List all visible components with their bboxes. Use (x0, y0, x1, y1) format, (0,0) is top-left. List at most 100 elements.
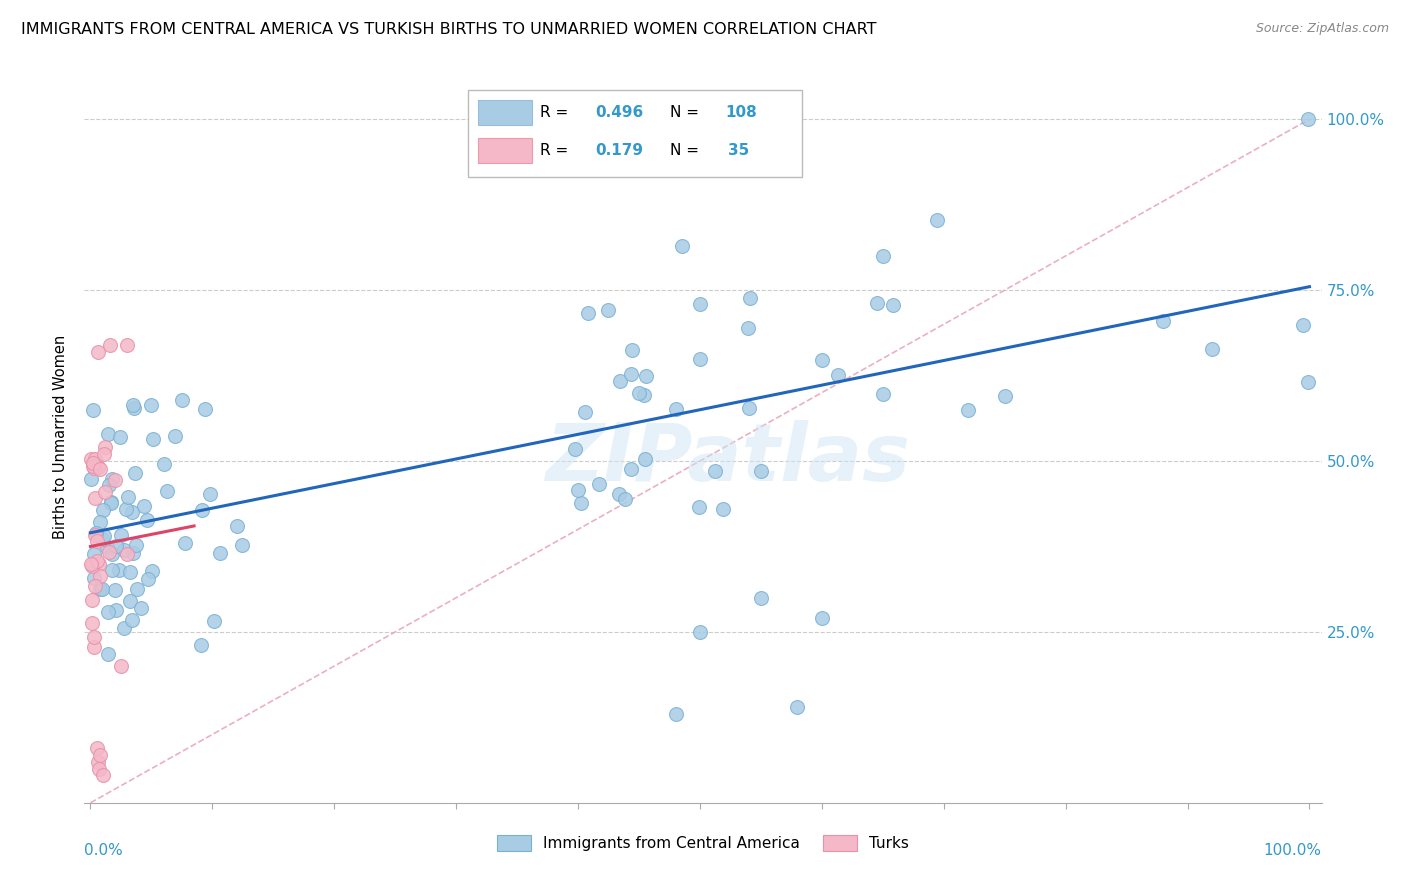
Immigrants from Central America (121, 614, 143, 628)
Immigrants from Central America (155, 484, 177, 499)
Turks (82, 456, 104, 470)
Immigrants from Central America (689, 624, 711, 639)
Immigrants from Central America (927, 213, 949, 227)
Turks (84, 528, 107, 542)
Turks (86, 554, 108, 568)
Immigrants from Central America (567, 483, 589, 497)
Immigrants from Central America (576, 305, 599, 319)
Immigrants from Central America (202, 614, 225, 628)
Immigrants from Central America (882, 298, 904, 312)
Turks (87, 344, 110, 359)
Immigrants from Central America (83, 547, 105, 561)
Turks (87, 459, 110, 474)
Immigrants from Central America (90, 532, 112, 546)
Legend: Immigrants from Central America, Turks: Immigrants from Central America, Turks (491, 829, 915, 857)
Immigrants from Central America (711, 502, 734, 516)
Turks (115, 338, 138, 352)
Immigrants from Central America (91, 582, 114, 596)
Immigrants from Central America (634, 452, 657, 467)
Immigrants from Central America (80, 472, 103, 486)
Immigrants from Central America (141, 565, 163, 579)
Immigrants from Central America (827, 368, 849, 382)
Immigrants from Central America (866, 296, 889, 310)
Immigrants from Central America (1292, 318, 1315, 332)
Immigrants from Central America (112, 543, 135, 558)
Immigrants from Central America (108, 430, 131, 444)
Immigrants from Central America (101, 547, 124, 561)
Immigrants from Central America (786, 700, 808, 714)
Immigrants from Central America (1296, 376, 1319, 390)
Text: 0.0%: 0.0% (84, 843, 124, 858)
Turks (84, 579, 107, 593)
Immigrants from Central America (994, 389, 1017, 403)
Turks (80, 558, 103, 573)
Immigrants from Central America (704, 465, 727, 479)
Immigrants from Central America (194, 402, 217, 417)
Immigrants from Central America (609, 374, 631, 388)
Immigrants from Central America (664, 706, 686, 721)
Immigrants from Central America (689, 352, 711, 367)
Immigrants from Central America (115, 502, 138, 516)
Immigrants from Central America (129, 600, 152, 615)
Text: R =: R = (540, 105, 572, 120)
Immigrants from Central America (636, 369, 658, 384)
Immigrants from Central America (190, 638, 212, 652)
Turks (89, 462, 111, 476)
Turks (80, 593, 103, 607)
Immigrants from Central America (89, 582, 111, 596)
Immigrants from Central America (872, 249, 894, 263)
Immigrants from Central America (97, 606, 120, 620)
Immigrants from Central America (613, 492, 636, 507)
Immigrants from Central America (749, 464, 772, 478)
FancyBboxPatch shape (468, 90, 801, 178)
Immigrants from Central America (122, 546, 145, 560)
FancyBboxPatch shape (478, 138, 533, 163)
Immigrants from Central America (108, 563, 131, 577)
Immigrants from Central America (104, 539, 127, 553)
Turks (86, 741, 108, 756)
Immigrants from Central America (97, 427, 120, 442)
Immigrants from Central America (101, 472, 124, 486)
Immigrants from Central America (110, 527, 132, 541)
Immigrants from Central America (174, 535, 197, 549)
Immigrants from Central America (620, 462, 643, 476)
Turks (83, 451, 105, 466)
Immigrants from Central America (89, 515, 111, 529)
Turks (83, 640, 105, 655)
Text: 0.179: 0.179 (595, 143, 644, 158)
Turks (115, 547, 138, 561)
Text: 35: 35 (728, 143, 749, 158)
Immigrants from Central America (737, 401, 759, 415)
Immigrants from Central America (811, 611, 834, 625)
Immigrants from Central America (122, 399, 145, 413)
Turks (98, 338, 121, 352)
Immigrants from Central America (957, 402, 980, 417)
Immigrants from Central America (620, 367, 643, 381)
Y-axis label: Births to Unmarried Women: Births to Unmarried Women (53, 335, 69, 539)
Turks (104, 473, 127, 487)
Text: N =: N = (669, 143, 703, 158)
Immigrants from Central America (117, 490, 139, 504)
Turks (87, 755, 110, 769)
Immigrants from Central America (93, 529, 115, 543)
Immigrants from Central America (153, 457, 176, 471)
Immigrants from Central America (872, 387, 894, 401)
Immigrants from Central America (100, 563, 122, 577)
Immigrants from Central America (139, 398, 162, 412)
Immigrants from Central America (1296, 112, 1319, 127)
Immigrants from Central America (124, 401, 146, 416)
Immigrants from Central America (688, 500, 710, 514)
Immigrants from Central America (124, 466, 146, 480)
Immigrants from Central America (190, 502, 212, 516)
Turks (89, 569, 111, 583)
Text: R =: R = (540, 143, 572, 158)
Immigrants from Central America (1201, 342, 1223, 356)
Turks (83, 630, 105, 644)
Immigrants from Central America (84, 526, 107, 541)
Immigrants from Central America (208, 546, 231, 560)
Immigrants from Central America (574, 405, 596, 419)
Immigrants from Central America (1152, 313, 1174, 327)
Immigrants from Central America (607, 487, 630, 501)
Immigrants from Central America (598, 302, 620, 317)
Immigrants from Central America (97, 478, 120, 492)
